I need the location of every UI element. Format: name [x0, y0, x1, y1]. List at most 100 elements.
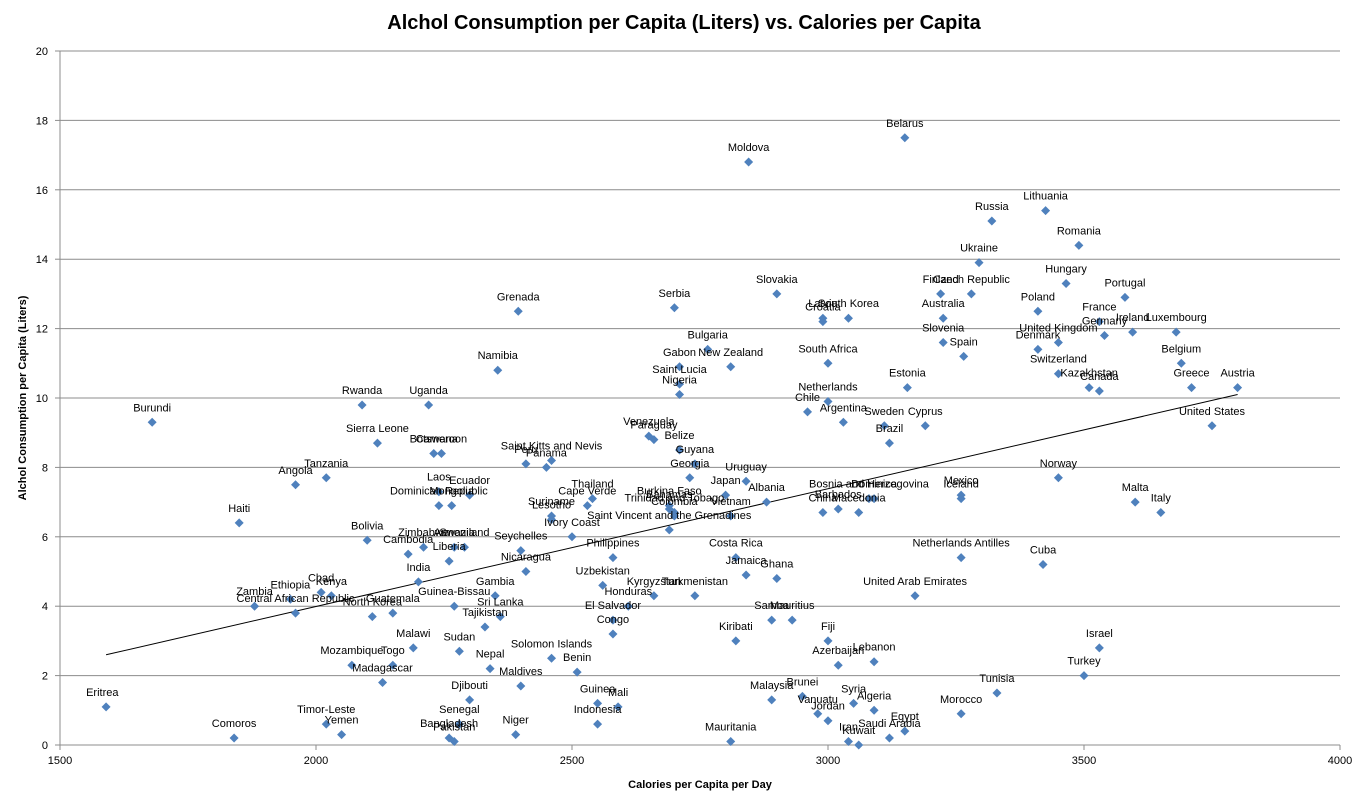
point-label: South Korea [818, 298, 880, 310]
point-label: New Zealand [698, 347, 763, 359]
data-point [741, 476, 751, 486]
data-point [521, 459, 531, 469]
data-point [449, 542, 459, 552]
data-point [669, 303, 679, 313]
data-point [669, 511, 679, 521]
point-label: Honduras [604, 586, 652, 598]
point-label: Hungary [1045, 263, 1087, 275]
gridlines [60, 50, 1340, 677]
point-label: Gambia [476, 576, 515, 588]
data-point [744, 157, 754, 167]
data-point [326, 591, 336, 601]
data-point [854, 508, 864, 518]
point-label: Madagascar [352, 663, 413, 675]
data-point [675, 445, 685, 455]
data-point [1233, 383, 1243, 393]
axes [55, 50, 1341, 750]
data-point [229, 733, 239, 743]
point-label: Switzerland [1030, 354, 1087, 366]
data-point [413, 577, 423, 587]
data-point [974, 258, 984, 268]
x-tick-label: 1500 [48, 755, 72, 767]
point-label: Luxembourg [1146, 312, 1207, 324]
point-label: Lithuania [1023, 191, 1069, 203]
point-label: Ivory Coast [544, 517, 600, 529]
point-label: Senegal [439, 704, 479, 716]
point-label: Jamaica [726, 555, 768, 567]
data-point [1053, 369, 1063, 379]
data-point [966, 289, 976, 299]
point-label: Paraguay [630, 420, 678, 432]
point-label: Kuwait [842, 725, 875, 737]
data-point [823, 358, 833, 368]
data-point [495, 612, 505, 622]
data-point [1094, 317, 1104, 327]
y-tick-label: 14 [36, 254, 48, 266]
data-point [1061, 278, 1071, 288]
data-point [767, 615, 777, 625]
point-label: Lesotho [532, 499, 571, 511]
data-point [823, 396, 833, 406]
point-label: Nepal [476, 649, 505, 661]
point-label: Cuba [1030, 545, 1057, 557]
point-label: Comoros [212, 718, 257, 730]
data-point [675, 379, 685, 389]
data-point [388, 608, 398, 618]
x-tick-label: 3500 [1072, 755, 1096, 767]
point-label: Serbia [659, 288, 692, 300]
chart-title: Alchol Consumption per Capita (Liters) v… [387, 12, 981, 34]
point-label: Eritrea [86, 687, 119, 699]
data-point [797, 691, 807, 701]
point-label: Egypt [891, 711, 919, 723]
y-tick-label: 16 [36, 185, 48, 197]
data-point [675, 362, 685, 372]
data-point [741, 570, 751, 580]
point-label: Tajikistan [462, 607, 507, 619]
point-label: Haiti [228, 503, 250, 515]
point-label: Poland [1021, 291, 1055, 303]
point-label: Thailand [571, 479, 613, 491]
point-label: North Korea [343, 597, 403, 609]
data-point [803, 407, 813, 417]
data-point [823, 716, 833, 726]
data-point [1207, 421, 1217, 431]
data-point [541, 462, 551, 472]
data-point [388, 660, 398, 670]
point-label: Cambodia [383, 534, 434, 546]
point-label: Cameroon [416, 434, 467, 446]
data-point [900, 726, 910, 736]
point-label: Malaysia [750, 680, 794, 692]
point-label: Uruguay [725, 461, 767, 473]
point-label: Mexico [944, 475, 979, 487]
data-point [869, 657, 879, 667]
y-tick-label: 18 [36, 115, 48, 127]
data-point [900, 133, 910, 143]
point-label: Pakistan [433, 722, 475, 734]
data-point [1176, 358, 1186, 368]
data-point [567, 532, 577, 542]
point-label: Dominica [851, 479, 898, 491]
point-label: Brunei [787, 676, 819, 688]
point-label: Sweden [864, 406, 904, 418]
data-point [485, 664, 495, 674]
point-label: Belize [665, 430, 695, 442]
data-point [992, 688, 1002, 698]
point-label: Malta [1122, 482, 1150, 494]
data-point [956, 494, 966, 504]
point-label: France [1082, 302, 1116, 314]
point-label: United States [1179, 406, 1246, 418]
x-tick-label: 2500 [560, 755, 584, 767]
data-point [649, 591, 659, 601]
point-label: Spain [950, 336, 978, 348]
data-point [1156, 508, 1166, 518]
data-point [813, 709, 823, 719]
data-point [511, 730, 521, 740]
point-label: Timor-Leste [297, 704, 355, 716]
data-point [818, 317, 828, 327]
data-point [419, 542, 429, 552]
point-label: Croatia [805, 302, 841, 314]
data-point [424, 400, 434, 410]
data-point [608, 553, 618, 563]
point-label: Norway [1040, 458, 1078, 470]
data-point [731, 553, 741, 563]
